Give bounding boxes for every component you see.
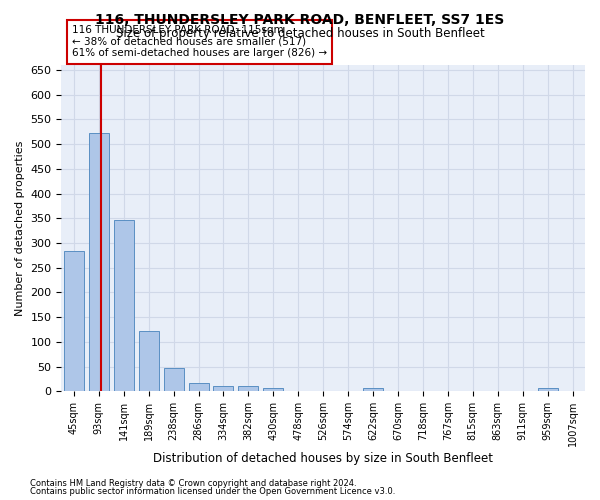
Bar	[214, 386, 233, 392]
Bar	[64, 252, 84, 392]
Bar	[238, 386, 259, 392]
Bar	[538, 388, 557, 392]
Text: Size of property relative to detached houses in South Benfleet: Size of property relative to detached ho…	[116, 28, 484, 40]
Text: 116, THUNDERSLEY PARK ROAD, BENFLEET, SS7 1ES: 116, THUNDERSLEY PARK ROAD, BENFLEET, SS…	[95, 12, 505, 26]
Bar	[89, 133, 109, 392]
Bar	[139, 331, 158, 392]
Text: Contains public sector information licensed under the Open Government Licence v3: Contains public sector information licen…	[30, 487, 395, 496]
Bar	[263, 388, 283, 392]
Text: 116 THUNDERSLEY PARK ROAD: 115sqm
← 38% of detached houses are smaller (517)
61%: 116 THUNDERSLEY PARK ROAD: 115sqm ← 38% …	[72, 26, 327, 58]
Text: Contains HM Land Registry data © Crown copyright and database right 2024.: Contains HM Land Registry data © Crown c…	[30, 478, 356, 488]
Bar	[188, 384, 209, 392]
Bar	[164, 368, 184, 392]
Bar	[114, 220, 134, 392]
Bar	[363, 388, 383, 392]
X-axis label: Distribution of detached houses by size in South Benfleet: Distribution of detached houses by size …	[153, 452, 493, 465]
Y-axis label: Number of detached properties: Number of detached properties	[15, 140, 25, 316]
